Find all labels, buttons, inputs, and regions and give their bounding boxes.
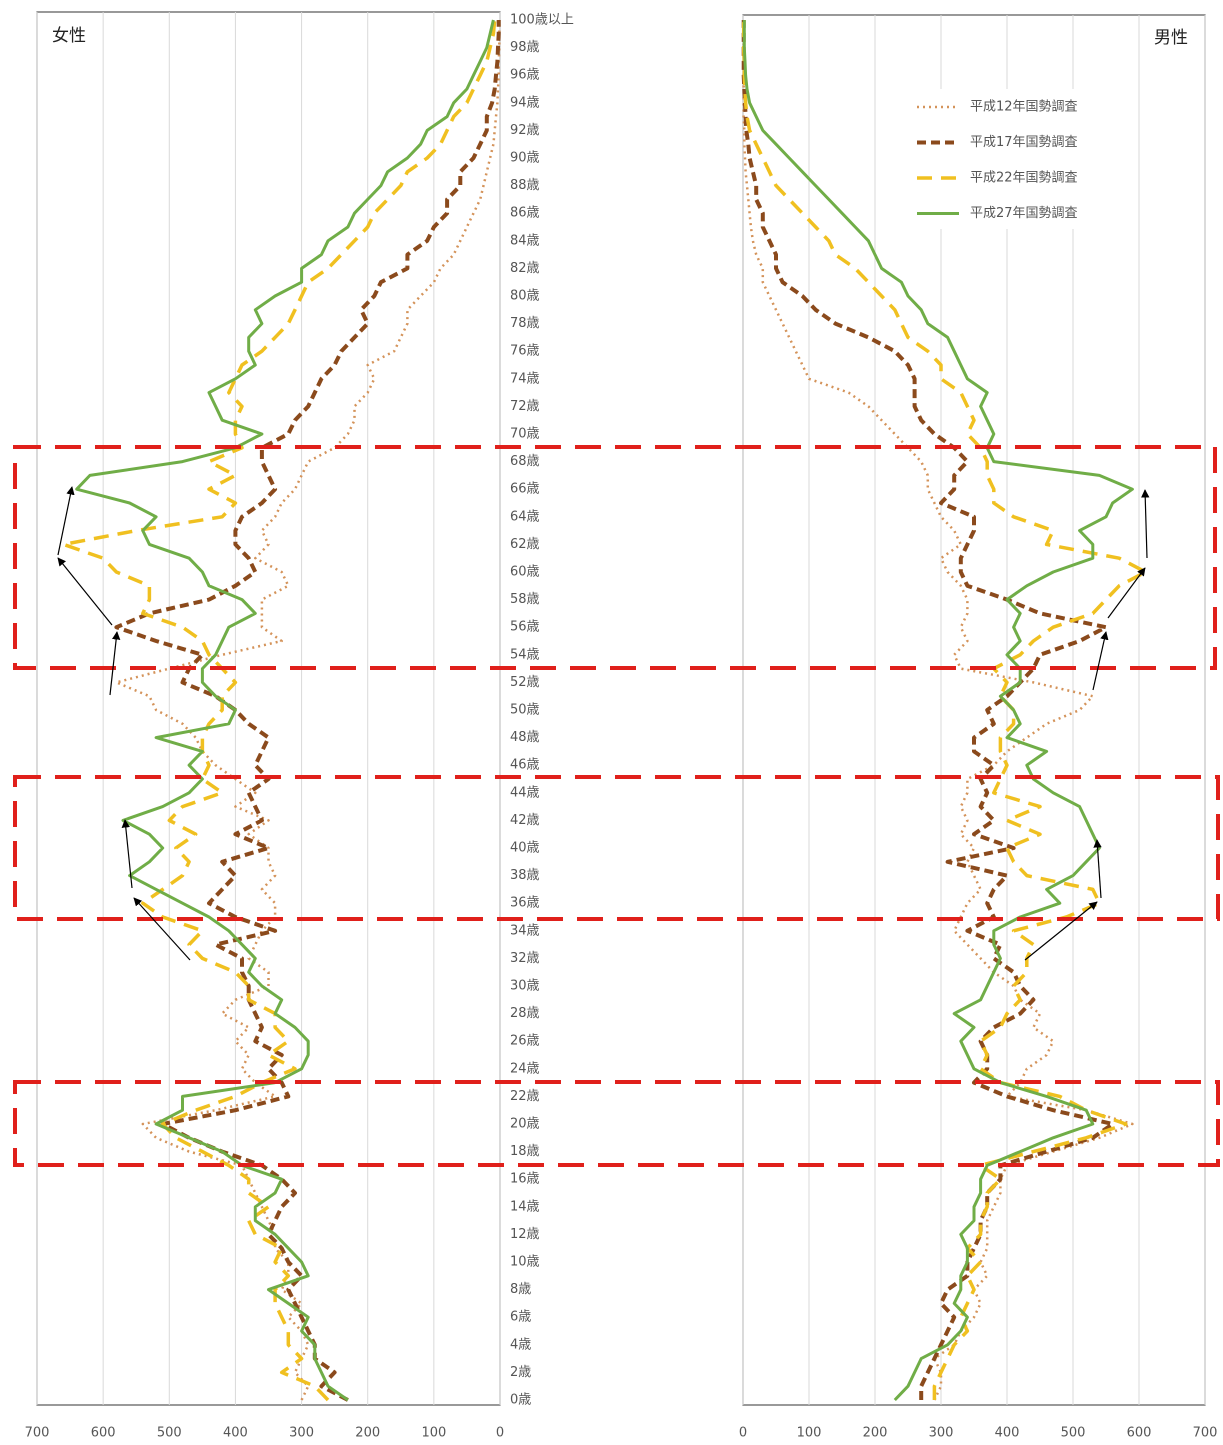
highlight-box bbox=[13, 1080, 1220, 1167]
legend-label: 平成27年国勢調査 bbox=[970, 206, 1078, 221]
highlight-boxes bbox=[13, 445, 1220, 1167]
x-tick-label: 600 bbox=[1127, 1426, 1152, 1441]
y-tick-label: 14歳 bbox=[510, 1199, 540, 1214]
x-tick-label: 400 bbox=[995, 1426, 1020, 1441]
arrow bbox=[1093, 839, 1102, 899]
y-tick-label: 84歳 bbox=[510, 233, 540, 248]
y-tick-label: 0歳 bbox=[510, 1393, 531, 1408]
y-tick-label: 6歳 bbox=[510, 1310, 531, 1325]
y-tick-label: 80歳 bbox=[510, 289, 540, 304]
x-tick-label: 100 bbox=[421, 1426, 446, 1441]
legend-label: 平成17年国勢調査 bbox=[970, 135, 1078, 150]
highlight-box bbox=[13, 445, 1217, 670]
y-tick-label: 34歳 bbox=[510, 923, 540, 938]
y-tick-label: 12歳 bbox=[510, 1227, 540, 1242]
y-tick-label: 58歳 bbox=[510, 592, 540, 607]
arrow bbox=[133, 897, 191, 961]
y-tick-label: 68歳 bbox=[510, 454, 540, 469]
series-line bbox=[741, 20, 1115, 1400]
y-tick-label: 40歳 bbox=[510, 841, 540, 856]
arrow bbox=[1141, 489, 1150, 559]
x-tick-label: 200 bbox=[863, 1426, 888, 1441]
y-tick-label: 82歳 bbox=[510, 261, 540, 276]
highlight-box bbox=[13, 775, 1220, 921]
series-line bbox=[741, 20, 1148, 1400]
arrow bbox=[1092, 631, 1109, 691]
arrow bbox=[57, 486, 75, 556]
y-tick-label: 20歳 bbox=[510, 1117, 540, 1132]
series-line bbox=[115, 20, 501, 1401]
x-tick-label: 500 bbox=[157, 1426, 182, 1441]
x-tick-label: 0 bbox=[739, 1426, 747, 1441]
y-tick-label: 66歳 bbox=[510, 482, 540, 497]
arrow bbox=[57, 557, 113, 626]
series-line bbox=[742, 20, 1134, 1402]
y-tick-label: 98歳 bbox=[510, 40, 540, 55]
y-tick-label: 38歳 bbox=[510, 868, 540, 883]
arrow bbox=[121, 819, 133, 889]
y-tick-label: 72歳 bbox=[510, 399, 540, 414]
series-line bbox=[75, 19, 495, 1402]
y-tick-label: 48歳 bbox=[510, 730, 540, 745]
y-tick-label: 16歳 bbox=[510, 1172, 540, 1187]
y-tick-label: 90歳 bbox=[510, 151, 540, 166]
y-tick-label: 92歳 bbox=[510, 123, 540, 138]
legend-box bbox=[911, 89, 1107, 229]
x-tick-label: 200 bbox=[355, 1426, 380, 1441]
arrow bbox=[1107, 567, 1146, 619]
x-tick-label: 300 bbox=[929, 1426, 954, 1441]
x-tick-label: 400 bbox=[223, 1426, 248, 1441]
y-tick-label: 60歳 bbox=[510, 565, 540, 580]
y-tick-label: 4歳 bbox=[510, 1337, 531, 1352]
arrow bbox=[109, 631, 121, 696]
y-tick-label: 56歳 bbox=[510, 620, 540, 635]
series-line bbox=[61, 19, 497, 1402]
y-tick-label: 28歳 bbox=[510, 1006, 540, 1021]
y-tick-label: 50歳 bbox=[510, 703, 540, 718]
y-tick-label: 8歳 bbox=[510, 1282, 531, 1297]
y-tick-label: 26歳 bbox=[510, 1034, 540, 1049]
y-tick-label: 74歳 bbox=[510, 371, 540, 386]
y-tick-label: 2歳 bbox=[510, 1365, 531, 1380]
x-tick-label: 300 bbox=[289, 1426, 314, 1441]
y-tick-label: 22歳 bbox=[510, 1089, 540, 1104]
series-line bbox=[742, 20, 1134, 1401]
chart-title: 男性 bbox=[1154, 28, 1188, 48]
y-tick-label: 30歳 bbox=[510, 979, 540, 994]
legend-label: 平成22年国勢調査 bbox=[970, 171, 1078, 186]
x-tick-label: 600 bbox=[91, 1426, 116, 1441]
y-tick-label: 46歳 bbox=[510, 758, 540, 773]
y-tick-label: 76歳 bbox=[510, 344, 540, 359]
x-tick-label: 500 bbox=[1061, 1426, 1086, 1441]
y-tick-label: 44歳 bbox=[510, 785, 540, 800]
y-tick-label: 86歳 bbox=[510, 206, 540, 221]
y-tick-label: 88歳 bbox=[510, 178, 540, 193]
arrow bbox=[1024, 901, 1098, 961]
y-tick-label: 42歳 bbox=[510, 813, 540, 828]
y-tick-label: 78歳 bbox=[510, 316, 540, 331]
y-tick-label: 52歳 bbox=[510, 675, 540, 690]
y-tick-label: 62歳 bbox=[510, 537, 540, 552]
y-tick-label: 32歳 bbox=[510, 951, 540, 966]
series-line bbox=[114, 20, 501, 1402]
x-tick-label: 0 bbox=[496, 1426, 504, 1441]
y-tick-label: 94歳 bbox=[510, 95, 540, 110]
arrows bbox=[57, 486, 1150, 961]
y-tick-label: 10歳 bbox=[510, 1255, 540, 1270]
y-tick-label: 96歳 bbox=[510, 68, 540, 83]
x-tick-label: 700 bbox=[1193, 1426, 1218, 1441]
y-tick-label: 18歳 bbox=[510, 1144, 540, 1159]
y-tick-label: 64歳 bbox=[510, 509, 540, 524]
y-tick-label: 36歳 bbox=[510, 896, 540, 911]
x-tick-label: 700 bbox=[25, 1426, 50, 1441]
legend-label: 平成12年国勢調査 bbox=[970, 100, 1078, 115]
x-tick-label: 100 bbox=[797, 1426, 822, 1441]
y-tick-label: 100歳以上 bbox=[510, 13, 574, 28]
y-tick-label: 70歳 bbox=[510, 427, 540, 442]
chart-title: 女性 bbox=[52, 26, 86, 46]
y-tick-label: 24歳 bbox=[510, 1061, 540, 1076]
y-tick-label: 54歳 bbox=[510, 647, 540, 662]
